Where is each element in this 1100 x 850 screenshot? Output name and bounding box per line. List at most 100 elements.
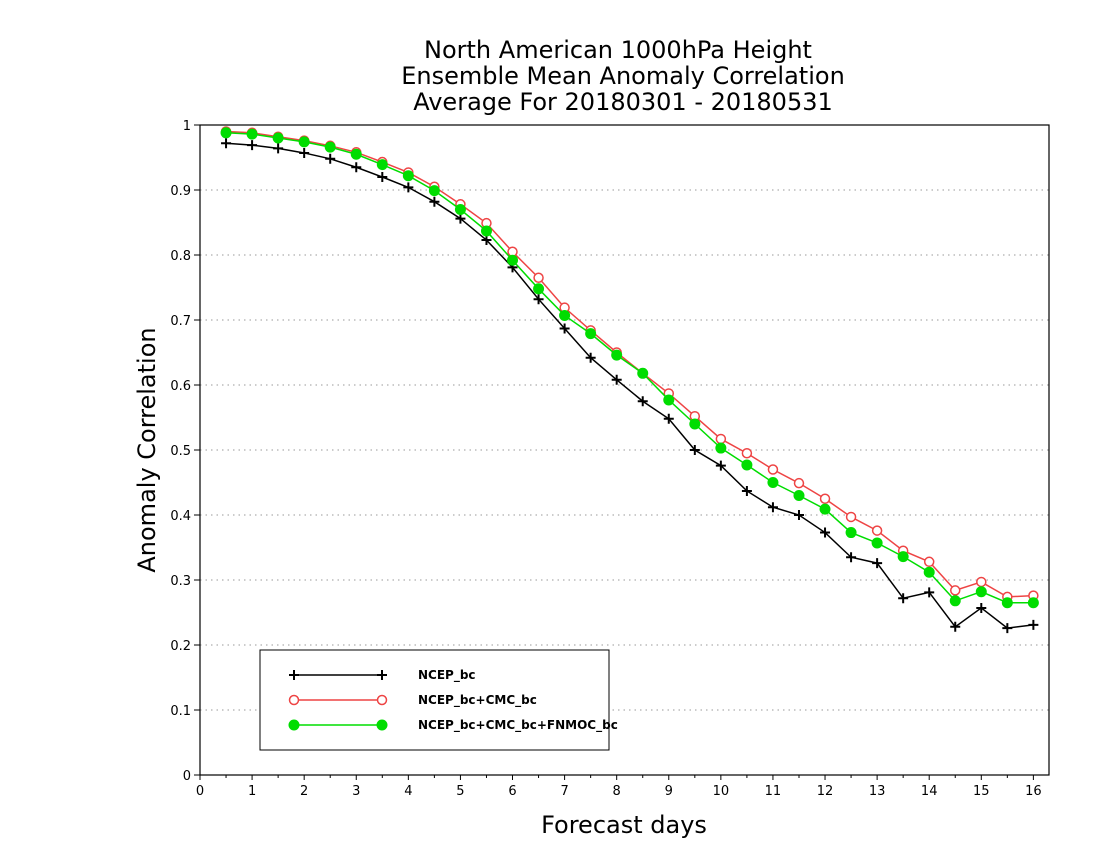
data-point bbox=[1002, 623, 1013, 634]
data-point bbox=[741, 459, 753, 471]
x-tick-label: 4 bbox=[404, 784, 412, 799]
chart-title-line-1: North American 1000hPa Height bbox=[424, 36, 812, 64]
data-point bbox=[376, 159, 388, 171]
x-tick-label: 8 bbox=[613, 784, 621, 799]
x-tick-label: 10 bbox=[713, 784, 730, 799]
data-point bbox=[897, 551, 909, 563]
y-tick-label: 0.1 bbox=[170, 704, 191, 719]
data-point bbox=[428, 185, 440, 197]
data-point bbox=[819, 503, 831, 515]
data-point bbox=[663, 394, 675, 406]
y-axis-label: Anomaly Correlation bbox=[133, 327, 161, 572]
data-point bbox=[246, 128, 258, 140]
legend-label: NCEP_bc bbox=[418, 668, 476, 683]
legend-marker bbox=[289, 670, 299, 680]
data-point bbox=[221, 138, 232, 149]
data-point bbox=[585, 328, 597, 340]
data-point bbox=[767, 464, 779, 475]
data-point bbox=[1028, 619, 1039, 630]
data-point bbox=[585, 352, 596, 363]
data-point bbox=[845, 527, 857, 539]
legend-marker bbox=[376, 719, 388, 731]
data-point bbox=[533, 283, 545, 295]
data-point bbox=[871, 525, 883, 536]
data-point bbox=[559, 323, 570, 334]
data-point bbox=[533, 272, 544, 283]
x-axis-ticks: 0 1 2 3 4 5 6 7 8 9 10 11 12 13 14 15 16 bbox=[196, 775, 1042, 799]
data-point bbox=[793, 477, 805, 489]
data-point bbox=[611, 349, 623, 361]
y-tick-label: 0.2 bbox=[170, 639, 191, 654]
data-point bbox=[559, 309, 571, 321]
x-tick-label: 6 bbox=[508, 784, 516, 799]
chart-title-line-2: Ensemble Mean Anomaly Correlation bbox=[401, 62, 845, 90]
data-point bbox=[793, 490, 805, 501]
x-tick-label: 13 bbox=[869, 784, 886, 799]
series-line bbox=[225, 142, 1034, 629]
x-tick-label: 15 bbox=[973, 784, 990, 799]
x-tick-label: 16 bbox=[1025, 784, 1042, 799]
data-point bbox=[611, 374, 622, 385]
data-point bbox=[741, 485, 752, 496]
data-point bbox=[976, 576, 987, 588]
legend-item-1: NCEP_bc+CMC_bc bbox=[288, 693, 537, 708]
data-point bbox=[975, 586, 987, 598]
legend-item-2: NCEP_bc+CMC_bc+FNMOC_bc bbox=[288, 718, 618, 733]
legend-label: NCEP_bc+CMC_bc bbox=[418, 693, 537, 708]
x-tick-label: 5 bbox=[456, 784, 464, 799]
data-point bbox=[923, 566, 935, 578]
data-point bbox=[819, 493, 831, 504]
x-tick-label: 1 bbox=[248, 784, 256, 799]
legend-marker bbox=[377, 670, 387, 680]
data-point bbox=[689, 445, 700, 455]
y-axis-ticks: 0 0.1 0.2 0.3 0.4 0.5 0.6 0.7 0.8 0.9 1 bbox=[170, 119, 200, 784]
data-point bbox=[324, 141, 336, 153]
data-point bbox=[272, 132, 284, 144]
data-point bbox=[220, 127, 232, 139]
chart-title-line-3: Average For 20180301 - 20180531 bbox=[413, 88, 833, 116]
data-point bbox=[820, 527, 831, 538]
data-point bbox=[480, 225, 492, 237]
legend-item-0: NCEP_bc bbox=[289, 668, 476, 683]
y-tick-label: 0.6 bbox=[170, 379, 191, 394]
data-point bbox=[663, 413, 674, 424]
y-tick-label: 0.8 bbox=[170, 249, 191, 264]
data-point bbox=[325, 153, 336, 164]
x-tick-label: 9 bbox=[665, 784, 673, 799]
data-point bbox=[273, 143, 284, 154]
data-point bbox=[715, 460, 726, 471]
data-point bbox=[454, 204, 466, 215]
data-point bbox=[247, 140, 258, 151]
x-tick-label: 12 bbox=[817, 784, 834, 799]
data-point bbox=[845, 511, 857, 523]
x-axis-label: Forecast days bbox=[541, 811, 707, 839]
data-point bbox=[455, 213, 466, 224]
data-point bbox=[403, 182, 414, 193]
x-tick-label: 7 bbox=[560, 784, 568, 799]
data-point bbox=[1027, 597, 1039, 609]
data-point bbox=[299, 147, 310, 158]
y-tick-label: 0.3 bbox=[170, 574, 191, 589]
data-point bbox=[377, 172, 388, 182]
data-point bbox=[741, 448, 753, 459]
x-tick-label: 2 bbox=[300, 784, 308, 799]
data-point bbox=[976, 602, 987, 613]
data-point bbox=[767, 477, 779, 488]
data-point bbox=[715, 433, 727, 445]
data-point bbox=[637, 367, 649, 379]
legend-marker bbox=[288, 694, 300, 706]
data-point bbox=[350, 148, 362, 160]
y-tick-label: 0.9 bbox=[170, 184, 191, 199]
gridlines bbox=[200, 189, 1049, 711]
legend: NCEP_bc NCEP_bc+CMC_bc NCEP_bc+CMC_bc+FNMO… bbox=[259, 649, 618, 751]
legend-marker bbox=[376, 694, 388, 706]
x-tick-label: 3 bbox=[352, 784, 360, 799]
data-point bbox=[924, 587, 935, 598]
data-point bbox=[507, 254, 519, 266]
data-point bbox=[533, 294, 544, 305]
data-point bbox=[872, 558, 883, 569]
y-tick-label: 0.4 bbox=[170, 509, 191, 524]
y-tick-label: 0 bbox=[183, 769, 191, 784]
data-point bbox=[898, 593, 909, 604]
